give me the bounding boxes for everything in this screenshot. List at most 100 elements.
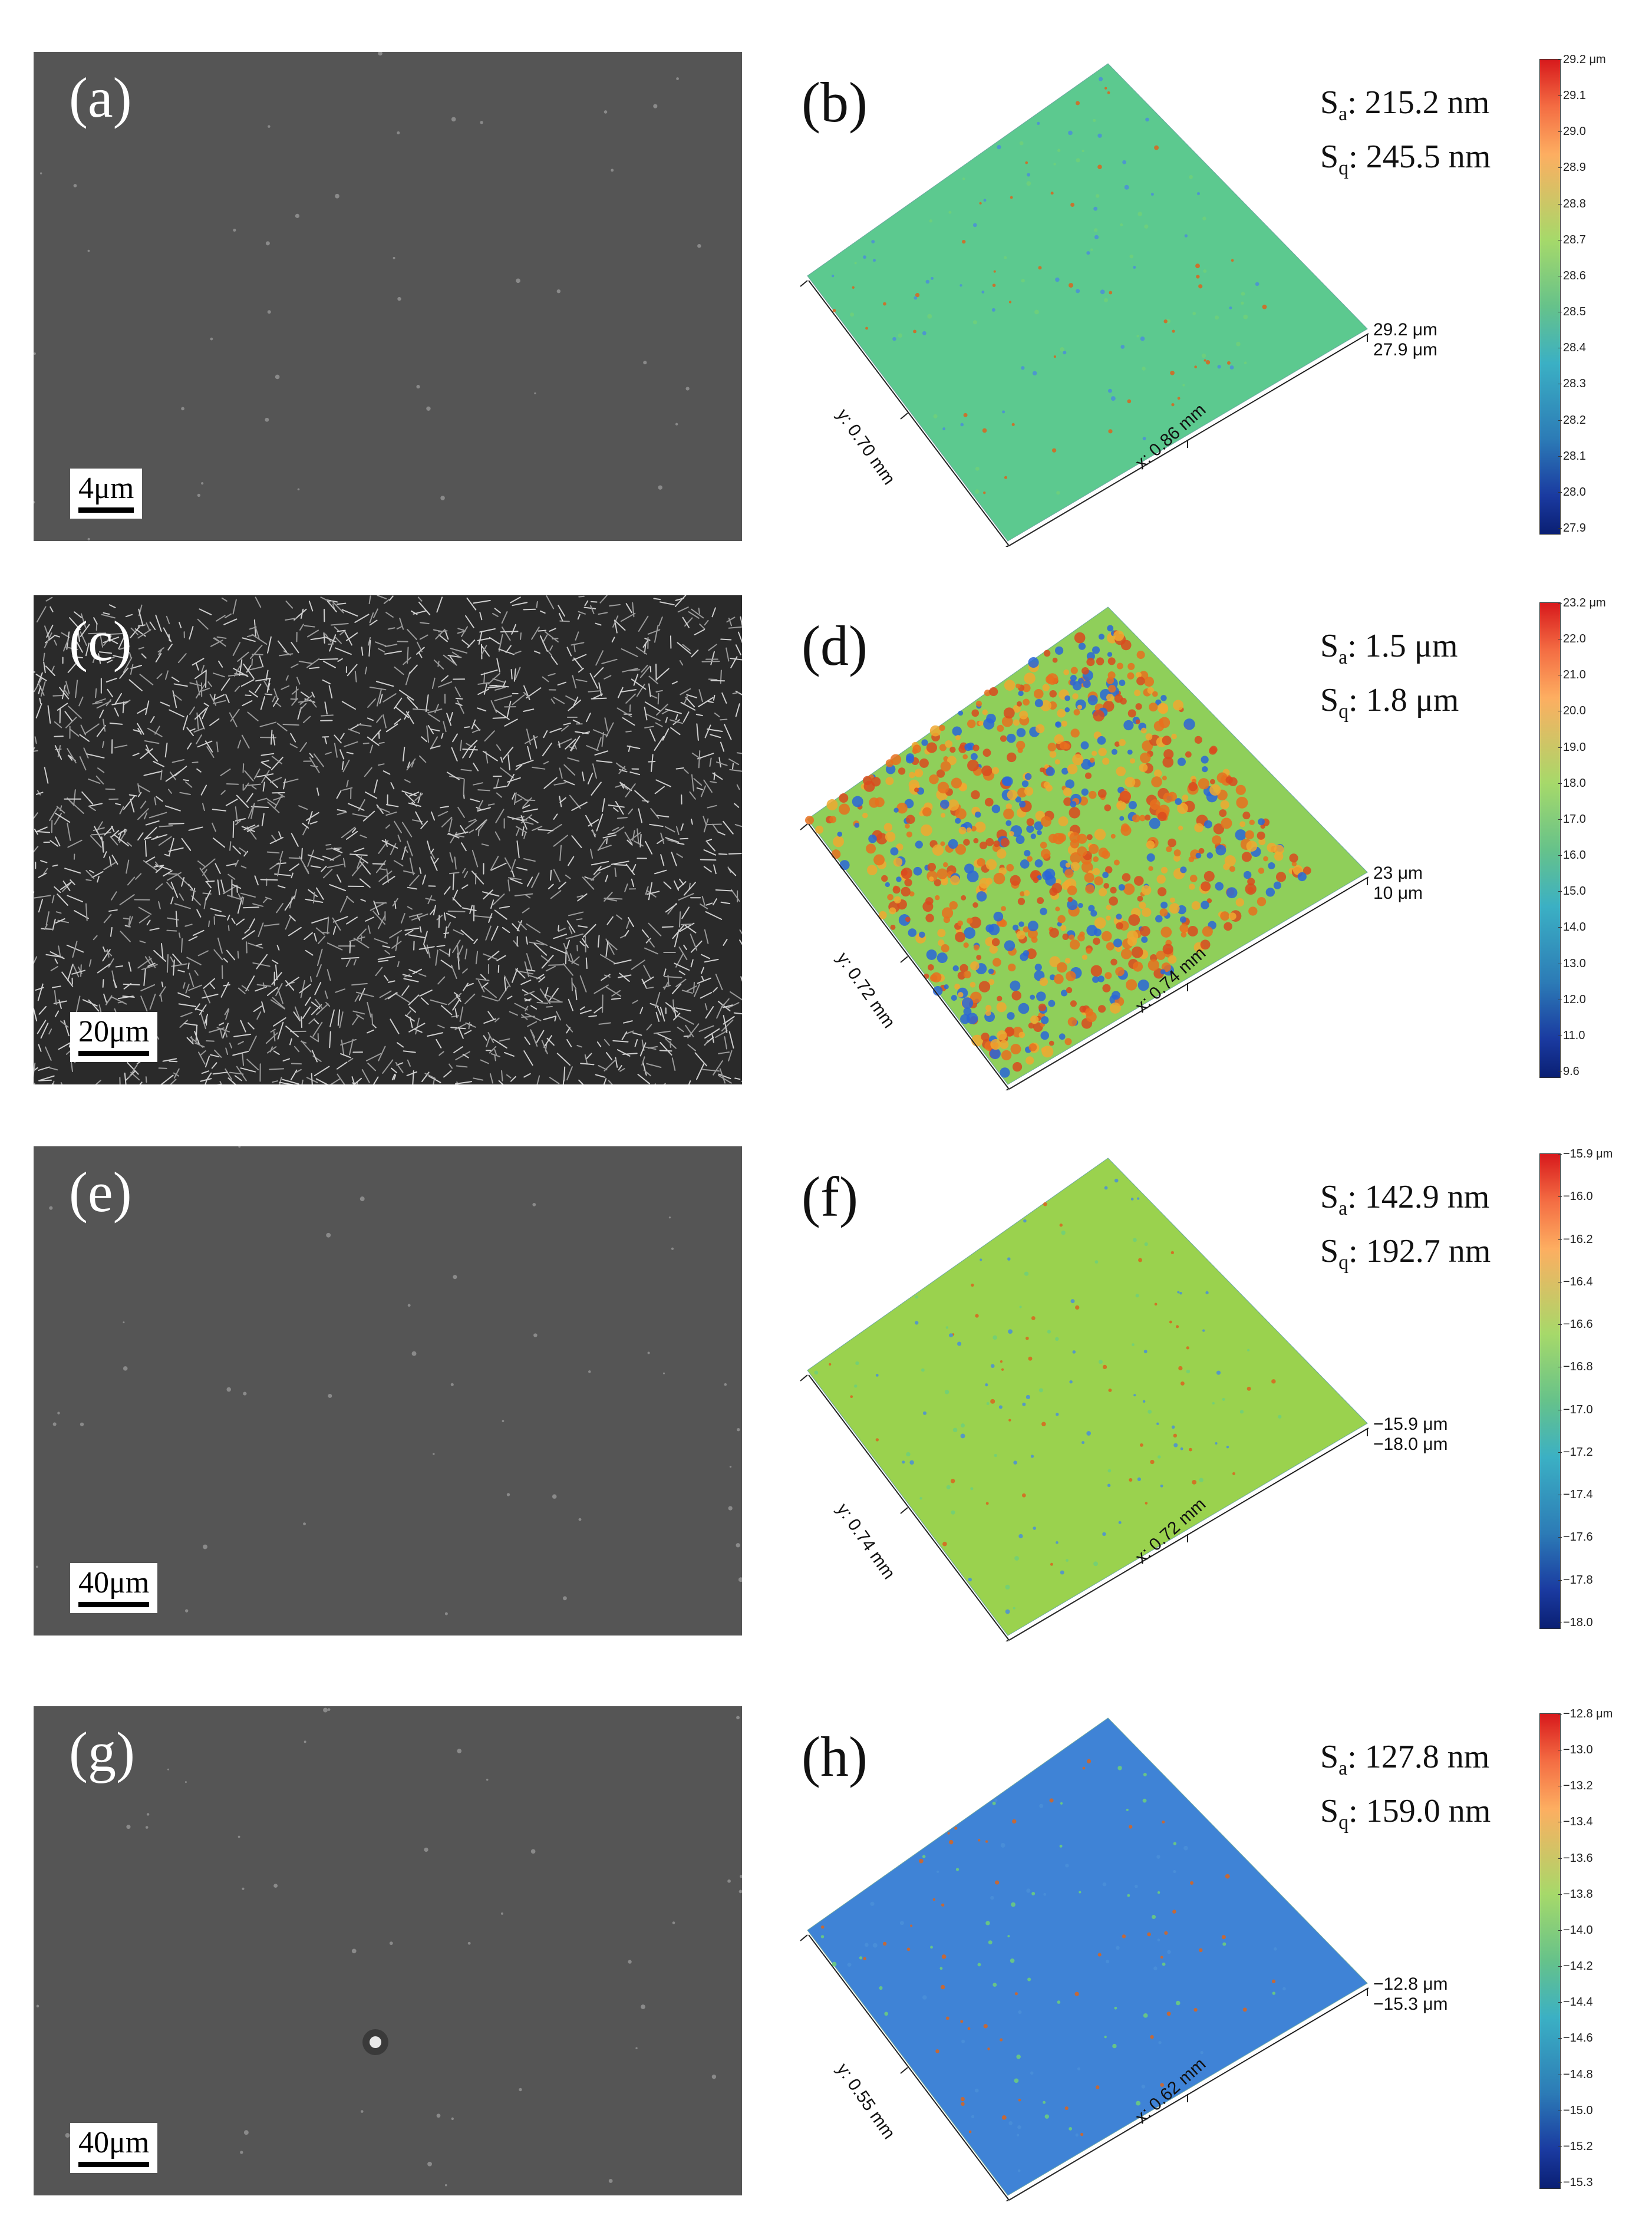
colorbar-gradient — [1539, 59, 1561, 535]
scale-bar: 4μm — [70, 469, 143, 519]
colorbar-tick: −12.8 μm — [1558, 1707, 1613, 1720]
colorbar-tick: 29.0 — [1558, 125, 1586, 139]
sem-micrograph — [34, 1706, 742, 2195]
sem-image-g: (g) 40μm — [34, 1706, 742, 2195]
scale-bar-label: 40μm — [78, 2126, 150, 2159]
colorbar-tick: −16.2 — [1558, 1232, 1593, 1246]
colorbar-tick: −17.2 — [1558, 1445, 1593, 1459]
colorbar-tick: 28.0 — [1558, 485, 1586, 499]
colorbar-tick: 12.0 — [1558, 993, 1586, 1006]
sem-micrograph — [34, 595, 742, 1084]
panel-label: (h) — [802, 1725, 868, 1788]
colorbar-tick: 27.9 — [1558, 522, 1586, 535]
colorbar-tick: 29.1 — [1558, 89, 1586, 103]
sem-image-a: (a) 4μm — [34, 52, 742, 541]
scale-bar-label: 4μm — [78, 471, 134, 505]
colorbar-tick: 28.4 — [1558, 341, 1586, 355]
colorbar-tick: 18.0 — [1558, 776, 1586, 790]
sq-line: Sq: 192.7 nm — [1320, 1233, 1491, 1274]
sa-line: Sa: 215.2 nm — [1320, 84, 1490, 126]
sem-image-c: (c) 20μm — [34, 595, 742, 1084]
colorbar-tick: 28.5 — [1558, 305, 1586, 319]
colorbar-tick: −13.2 — [1558, 1779, 1593, 1793]
colorbar-tick: 29.2 μm — [1558, 53, 1606, 66]
panel-label: (b) — [802, 71, 868, 134]
scale-bar: 40μm — [70, 2123, 158, 2173]
topography-b: (b) Sa: 215.2 nm Sq: 245.5 nm y: 0.70 mm… — [778, 52, 1652, 547]
colorbar-tick: −17.6 — [1558, 1531, 1593, 1544]
roughness-values: Sa: 1.5 μm Sq: 1.8 μm — [1320, 625, 1459, 733]
colorbar-tick: −17.4 — [1558, 1488, 1593, 1502]
panel-label: (e) — [69, 1160, 132, 1224]
colorbar-tick: 15.0 — [1558, 885, 1586, 898]
colorbar-tick: −14.6 — [1558, 2032, 1593, 2045]
surface-3d-plot — [800, 1717, 1369, 2201]
figure-row-2: (c) 20μm (d) Sa: 1.5 μm Sq: 1.8 μm y: 0.… — [0, 595, 1652, 1090]
colorbar-tick: 28.8 — [1558, 197, 1586, 210]
colorbar-tick: 28.6 — [1558, 269, 1586, 282]
panel-label: (g) — [69, 1720, 135, 1783]
colorbar: 23.2 μm 22.0 21.0 20.0 19.0 18.0 17.0 16.0 15.0 1… — [1539, 595, 1634, 1090]
colorbar-tick: 16.0 — [1558, 849, 1586, 862]
colorbar-tick: −13.0 — [1558, 1743, 1593, 1757]
z-range-label: −12.8 μm −15.3 μm — [1373, 1974, 1448, 2014]
colorbar-tick: −15.2 — [1558, 2139, 1593, 2153]
colorbar-tick: 17.0 — [1558, 812, 1586, 826]
colorbar-tick: −14.8 — [1558, 2068, 1593, 2081]
colorbar: 29.2 μm 29.1 29.0 28.9 28.8 28.7 28.6 28.5 28.4 2… — [1539, 52, 1634, 547]
colorbar-tick: −13.4 — [1558, 1815, 1593, 1829]
colorbar-tick: 11.0 — [1558, 1028, 1585, 1042]
colorbar-tick: −16.6 — [1558, 1318, 1593, 1331]
figure-row-3: (e) 40μm (f) Sa: 142.9 nm Sq: 192.7 nm y… — [0, 1146, 1652, 1641]
colorbar-gradient — [1539, 602, 1561, 1078]
colorbar-tick: −15.9 μm — [1558, 1148, 1613, 1160]
roughness-values: Sa: 142.9 nm Sq: 192.7 nm — [1320, 1176, 1491, 1284]
colorbar-tick: 14.0 — [1558, 921, 1586, 934]
roughness-values: Sa: 127.8 nm Sq: 159.0 nm — [1320, 1736, 1491, 1844]
z-range-label: −15.9 μm −18.0 μm — [1373, 1414, 1448, 1454]
panel-label: (d) — [802, 614, 868, 677]
colorbar-tick: −16.8 — [1558, 1360, 1593, 1374]
colorbar-tick: 9.6 — [1558, 1065, 1580, 1078]
colorbar-tick: −18.0 — [1558, 1616, 1593, 1629]
scale-bar-line — [78, 2162, 150, 2167]
colorbar: −15.9 μm −16.0 −16.2 −16.4 −16.6 −16.8 −17.0 −1… — [1539, 1146, 1634, 1641]
colorbar-tick: −14.0 — [1558, 1923, 1593, 1937]
scale-bar-label: 40μm — [78, 1566, 150, 1600]
topography-d: (d) Sa: 1.5 μm Sq: 1.8 μm y: 0.72 mm x: … — [778, 595, 1652, 1090]
surface-3d-plot — [800, 63, 1369, 547]
colorbar-tick: −13.6 — [1558, 1851, 1593, 1865]
sq-line: Sq: 1.8 μm — [1320, 682, 1459, 723]
figure-row-1: (a) 4μm (b) Sa: 215.2 nm Sq: 245.5 nm y:… — [0, 52, 1652, 547]
sa-line: Sa: 142.9 nm — [1320, 1179, 1490, 1220]
colorbar-tick: 28.9 — [1558, 161, 1586, 174]
colorbar-tick: 22.0 — [1558, 632, 1586, 646]
panel-label: (f) — [802, 1165, 858, 1228]
colorbar-tick: −14.4 — [1558, 1996, 1593, 2009]
colorbar-tick: −14.2 — [1558, 1960, 1593, 1973]
topography-h: (h) Sa: 127.8 nm Sq: 159.0 nm y: 0.55 mm… — [778, 1706, 1652, 2201]
colorbar-tick: 13.0 — [1558, 957, 1586, 970]
colorbar-tick: −17.0 — [1558, 1403, 1593, 1416]
topography-f: (f) Sa: 142.9 nm Sq: 192.7 nm y: 0.74 mm… — [778, 1146, 1652, 1641]
colorbar-tick: −15.0 — [1558, 2103, 1593, 2117]
scale-bar: 40μm — [70, 1563, 158, 1613]
sem-image-e: (e) 40μm — [34, 1146, 742, 1636]
colorbar-tick: −15.3 — [1558, 2176, 1593, 2189]
scale-bar-label: 20μm — [78, 1015, 150, 1048]
colorbar-tick: 28.2 — [1558, 413, 1586, 427]
scale-bar: 20μm — [70, 1012, 158, 1062]
colorbar-tick: 19.0 — [1558, 740, 1586, 754]
colorbar-tick: 28.3 — [1558, 377, 1586, 391]
panel-label: (a) — [69, 66, 132, 129]
figure-row-4: (g) 40μm (h) Sa: 127.8 nm Sq: 159.0 nm y… — [0, 1706, 1652, 2201]
colorbar-tick: 23.2 μm — [1558, 596, 1606, 609]
z-range-label: 29.2 μm 27.9 μm — [1373, 320, 1437, 360]
colorbar-gradient — [1539, 1153, 1561, 1629]
colorbar-tick: 20.0 — [1558, 704, 1586, 718]
colorbar-tick: 28.7 — [1558, 233, 1586, 246]
panel-label: (c) — [69, 609, 132, 672]
sa-line: Sa: 127.8 nm — [1320, 1739, 1490, 1780]
scale-bar-line — [78, 1602, 150, 1607]
sq-line: Sq: 245.5 nm — [1320, 139, 1491, 180]
